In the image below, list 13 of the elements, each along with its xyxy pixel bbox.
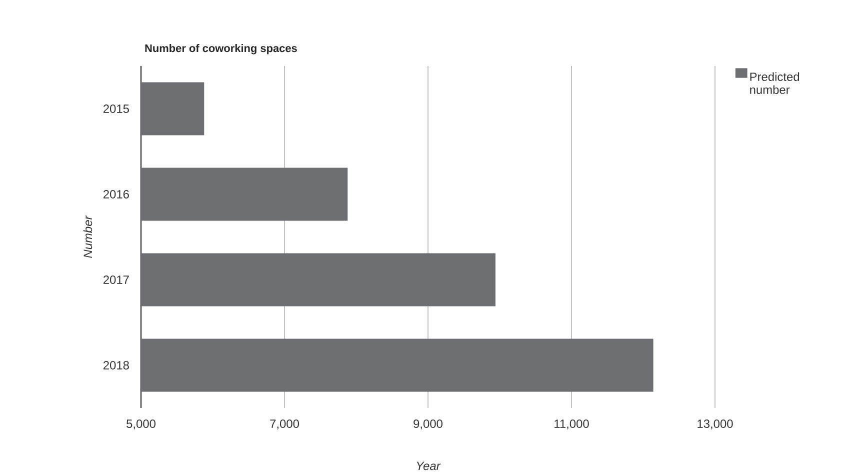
chart-title: Number of coworking spaces	[145, 44, 297, 54]
y-tick-label: 2016	[103, 190, 129, 198]
legend-label: Predicted number	[750, 72, 800, 94]
x-tick-label: 9,000	[414, 420, 442, 430]
y-axis-title: Number	[83, 215, 92, 258]
x-axis-title: Year	[416, 462, 441, 470]
x-tick-label: 5,000	[126, 420, 156, 430]
x-tick-label: 7,000	[270, 420, 299, 430]
y-tick-label: 2015	[103, 104, 129, 113]
x-tick-label: 13,000	[698, 420, 733, 430]
y-tick-label: 2017	[103, 276, 129, 284]
x-tick-label: 11,000	[554, 420, 589, 430]
y-tick-label: 2018	[103, 361, 129, 370]
